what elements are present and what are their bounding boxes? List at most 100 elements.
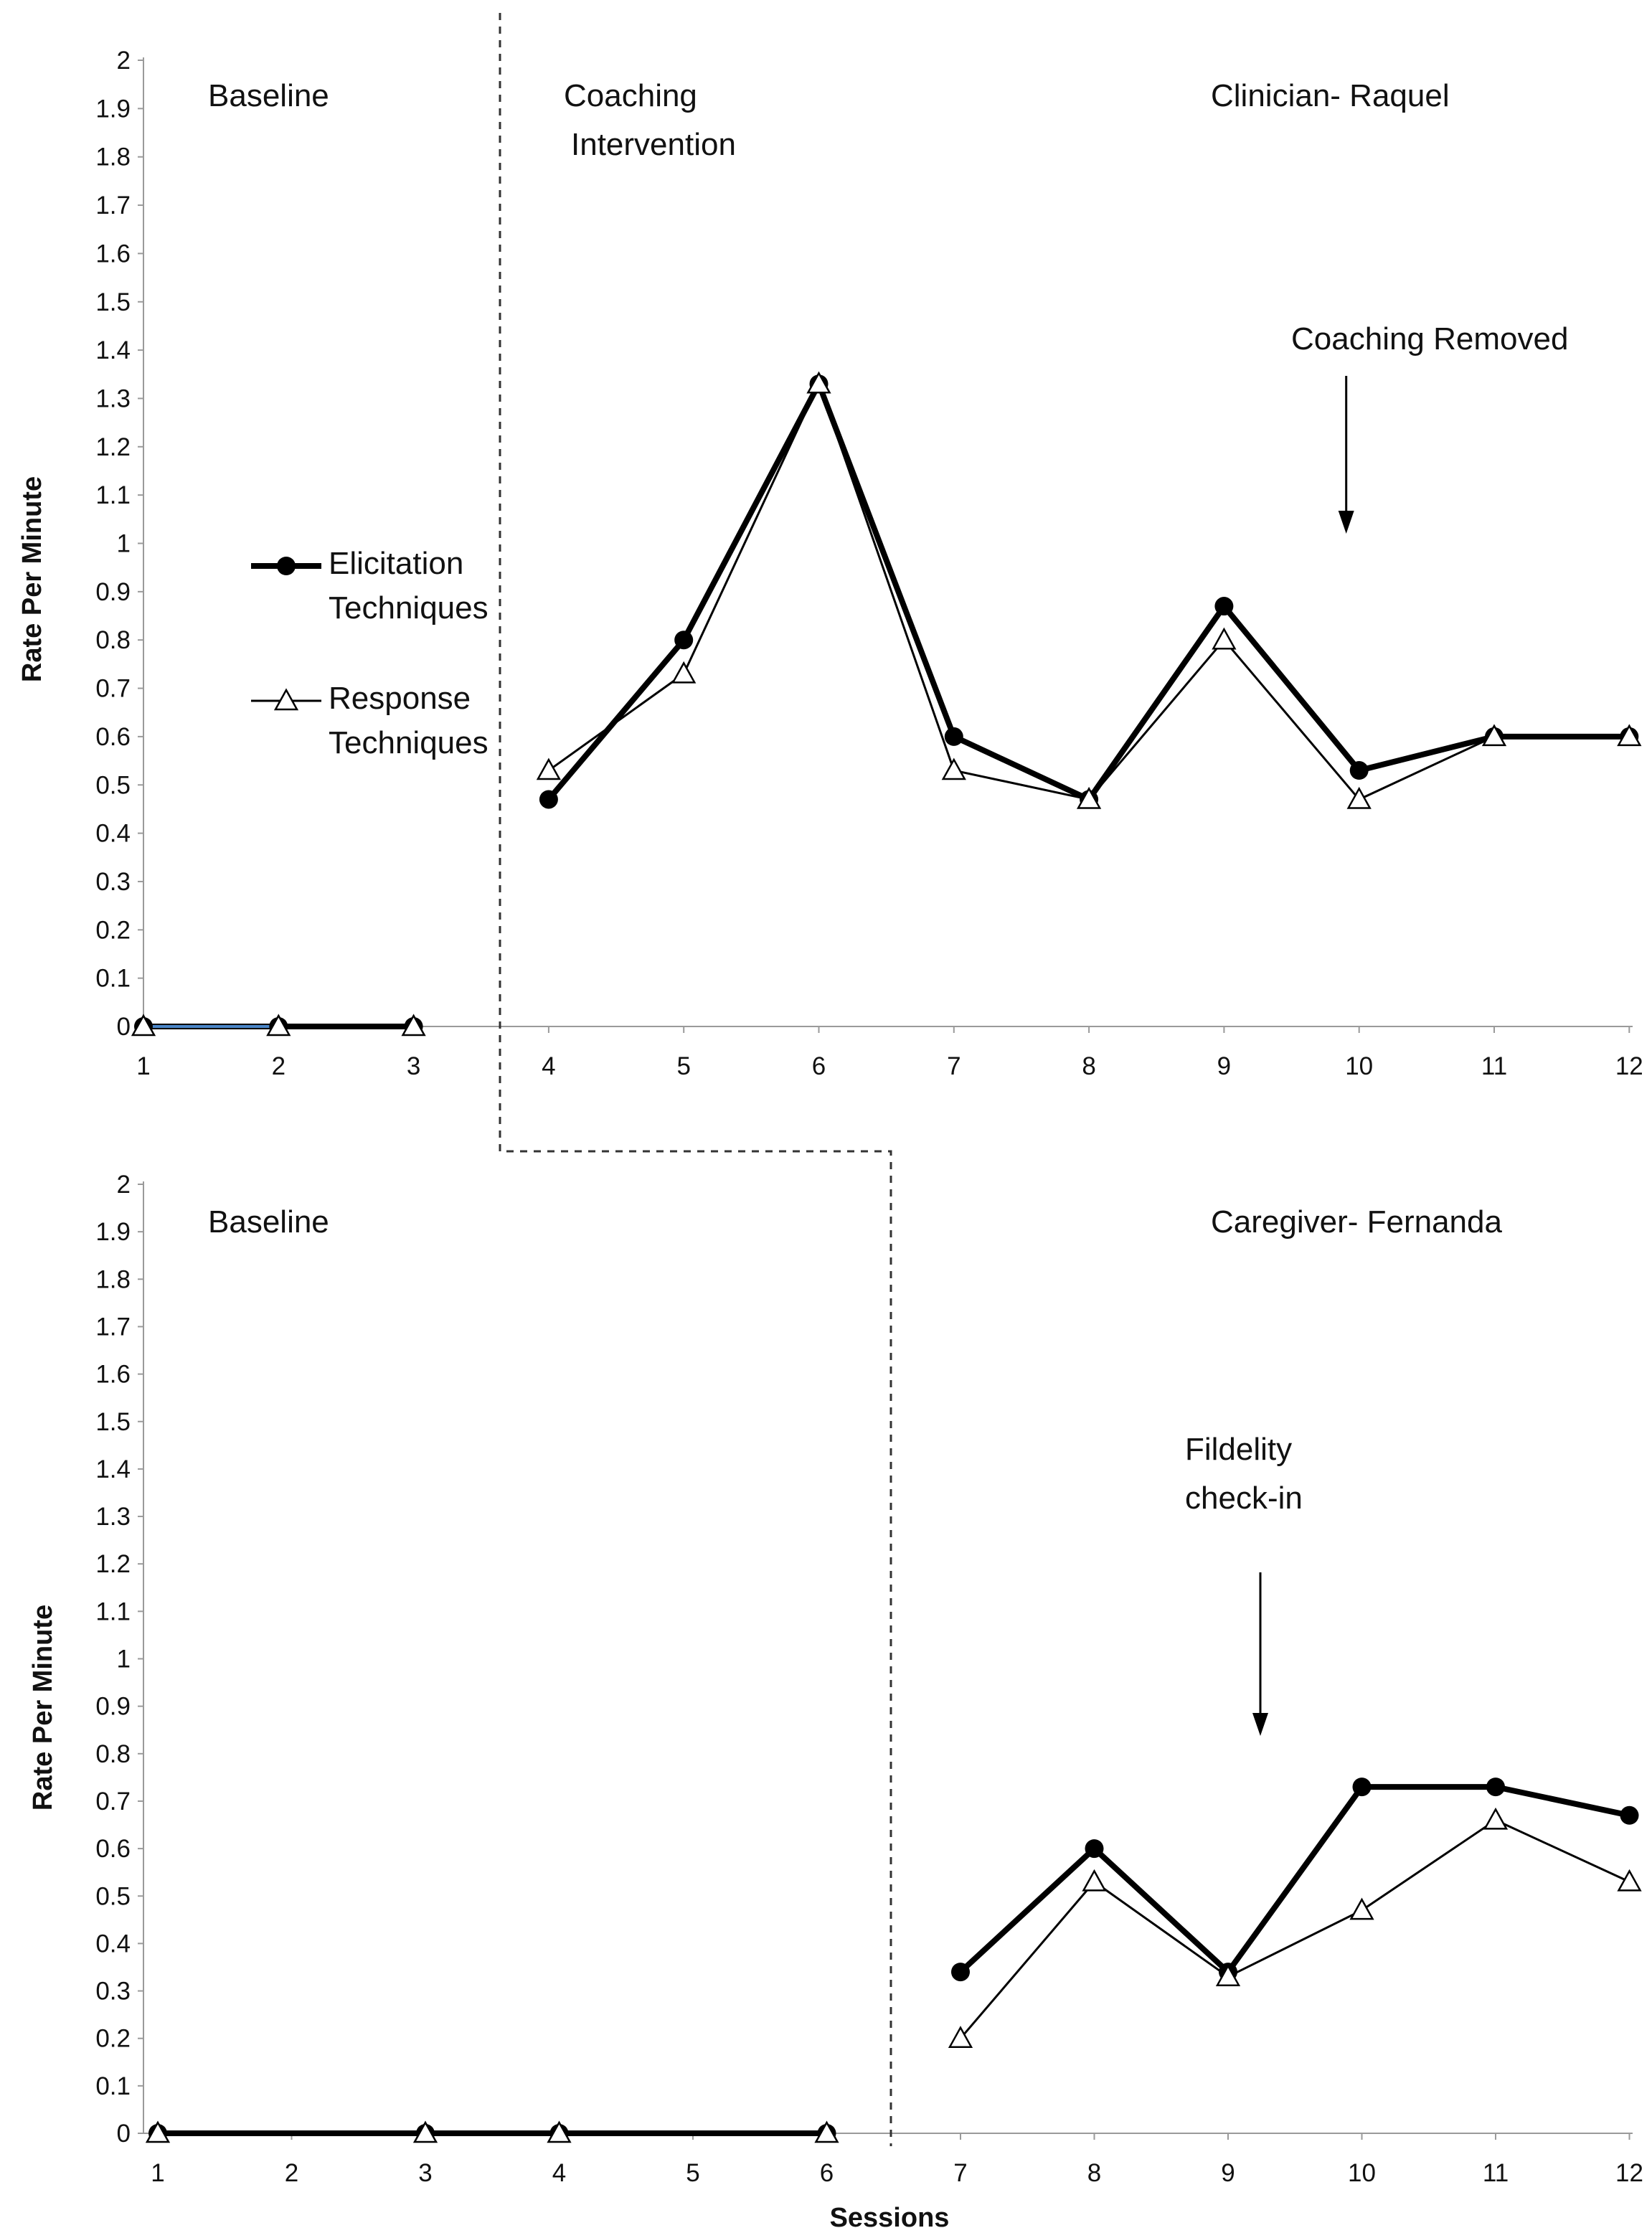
legend-marker-response <box>273 688 299 711</box>
series-line-response <box>953 769 1090 801</box>
y-tick-label: 1.3 <box>95 1503 131 1531</box>
series-line-response <box>682 383 820 674</box>
y-tick-label: 0.2 <box>95 2025 131 2053</box>
y-tick-label: 1.5 <box>95 288 131 316</box>
series-line-elicitation <box>816 382 957 738</box>
arrow-coaching-removed-head <box>1338 511 1354 534</box>
y-tick-label: 1.1 <box>95 481 131 509</box>
series-line-response <box>548 673 685 772</box>
annotation-fidelity-checkin: check-in <box>1185 1481 1303 1516</box>
x-tick-label: 1 <box>151 2159 164 2187</box>
y-tick-label: 0.4 <box>95 1930 131 1958</box>
y-tick-label: 0.9 <box>95 1693 131 1721</box>
x-tick-label: 4 <box>552 2159 566 2187</box>
point-response <box>1617 724 1642 747</box>
y-tick-label: 0.5 <box>95 1882 131 1910</box>
y-tick-label: 2 <box>117 1171 131 1199</box>
x-tick-label: 6 <box>820 2159 834 2187</box>
y-tick-label: 1.4 <box>95 1455 131 1483</box>
legend-label-response: Response <box>329 681 471 716</box>
point-response <box>1617 1869 1642 1892</box>
phase-change-overlay <box>499 13 892 2146</box>
phase-label-baseline: Baseline <box>208 1204 329 1240</box>
y-tick-label: 0 <box>117 1013 131 1041</box>
point-elicitation <box>1214 597 1234 616</box>
x-tick-label: 2 <box>285 2159 298 2187</box>
series-line-elicitation <box>1495 1784 1630 1818</box>
y-tick-label: 0.1 <box>95 965 131 993</box>
arrow-fidelity-checkin-head <box>1252 1713 1268 1736</box>
y-tick-label: 0.8 <box>95 626 131 654</box>
y-tick-label: 1.7 <box>95 192 131 219</box>
y-tick-label: 0.6 <box>95 1835 131 1863</box>
x-tick-label: 11 <box>1483 2159 1509 2187</box>
series-line-response <box>1087 639 1225 801</box>
y-axis-title: Rate Per Minute <box>17 476 47 682</box>
series-line-response <box>1223 639 1360 801</box>
point-response <box>948 2026 973 2048</box>
y-tick-label: 1.1 <box>95 1597 131 1625</box>
series-line-elicitation <box>1222 604 1361 773</box>
legend-label-elicitation: Elicitation <box>329 546 463 581</box>
y-tick-label: 1.8 <box>95 143 131 171</box>
point-response <box>547 2120 572 2143</box>
series-line-response <box>1359 735 1495 801</box>
x-tick-label: 3 <box>407 1052 420 1080</box>
y-axis-title: Rate Per Minute <box>28 1605 58 1811</box>
legend-marker-elicitation <box>277 557 296 575</box>
point-elicitation <box>539 790 558 809</box>
x-tick-label: 5 <box>676 1052 690 1080</box>
y-tick-label: 1.9 <box>95 1218 131 1246</box>
point-response <box>814 2120 839 2143</box>
y-tick-label: 0.5 <box>95 771 131 799</box>
x-tick-label: 7 <box>947 1052 960 1080</box>
series-line-response <box>1361 1819 1496 1912</box>
phase-label-intervention: Intervention <box>571 127 736 162</box>
phase-label-intervention: Coaching <box>564 78 697 113</box>
y-tick-label: 2 <box>117 47 131 75</box>
y-tick-label: 1.2 <box>95 433 131 461</box>
x-tick-label: 12 <box>1615 1052 1643 1080</box>
series-line-response <box>1227 1909 1363 1978</box>
point-elicitation <box>1349 761 1369 780</box>
series-line-response <box>959 1881 1095 2039</box>
series-line-elicitation <box>546 638 686 802</box>
series-line-elicitation <box>958 1846 1097 1975</box>
y-tick-label: 1.6 <box>95 1361 131 1389</box>
phase-label-baseline: Baseline <box>208 78 329 113</box>
point-elicitation <box>944 727 963 746</box>
point-response <box>401 1014 426 1037</box>
point-elicitation <box>951 1963 970 1982</box>
series-line-elicitation <box>681 382 822 642</box>
series-line-elicitation <box>953 734 1090 803</box>
y-tick-label: 0.2 <box>95 916 131 944</box>
point-response <box>671 661 697 684</box>
point-response <box>131 1014 156 1037</box>
series-line-response <box>1495 1819 1630 1883</box>
y-tick-label: 1.6 <box>95 240 131 268</box>
y-tick-label: 1.5 <box>95 1408 131 1436</box>
y-tick-label: 0.3 <box>95 868 131 896</box>
y-tick-label: 1.8 <box>95 1265 131 1293</box>
point-response <box>1481 724 1507 747</box>
point-elicitation <box>1620 1805 1639 1825</box>
y-tick-label: 0.1 <box>95 2072 131 2100</box>
x-tick-label: 2 <box>272 1052 285 1080</box>
point-response <box>1076 786 1102 809</box>
y-tick-label: 0.9 <box>95 578 131 606</box>
point-response <box>536 757 562 780</box>
x-tick-label: 9 <box>1217 1052 1231 1080</box>
point-response <box>1082 1869 1107 1892</box>
point-response <box>1349 1897 1374 1920</box>
point-response <box>1215 1964 1241 1986</box>
y-tick-label: 0 <box>117 2120 131 2148</box>
point-response <box>806 371 831 394</box>
series-line-elicitation <box>1092 1846 1230 1975</box>
x-tick-label: 4 <box>542 1052 555 1080</box>
series-line-elicitation <box>1086 604 1227 801</box>
phase-change-line <box>499 13 892 2146</box>
point-response <box>266 1014 291 1037</box>
x-tick-label: 9 <box>1221 2159 1235 2187</box>
y-tick-label: 0.7 <box>95 675 131 703</box>
